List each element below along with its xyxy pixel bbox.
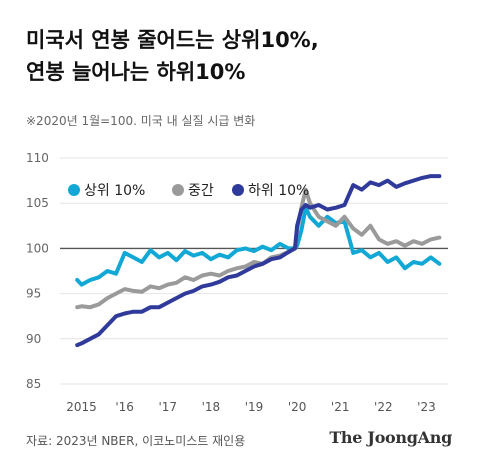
title-line-2: 연봉 늘어나는 하위10% [26, 60, 246, 84]
x-tick-label: 2015 [66, 400, 97, 414]
legend-marker-1 [68, 184, 80, 196]
legend-marker-3 [232, 184, 244, 196]
legend-label-1: 상위 10% [84, 183, 145, 199]
y-tick-label: 85 [26, 377, 41, 391]
x-tick-label: '23 [417, 400, 436, 414]
title-line-1: 미국서 연봉 줄어드는 상위10%, [26, 28, 319, 52]
x-tick-label: '21 [331, 400, 350, 414]
x-tick-label: '20 [288, 400, 307, 414]
x-tick-label: '18 [202, 400, 221, 414]
x-tick-label: '16 [115, 400, 134, 414]
legend-marker-2 [172, 184, 184, 196]
y-tick-label: 90 [26, 332, 41, 346]
brand-logo: The JoongAng [329, 428, 452, 447]
chart-title: 미국서 연봉 줄어드는 상위10%, 연봉 늘어나는 하위10% [26, 24, 466, 88]
chart-subtitle: ※2020년 1월=100. 미국 내 실질 시급 변화 [26, 114, 256, 128]
legend-label-2: 중간 [188, 183, 214, 199]
y-tick-label: 95 [26, 287, 41, 301]
legend-label-3: 하위 10% [248, 183, 309, 199]
series-line-3 [75, 174, 442, 348]
y-tick-label: 110 [26, 151, 49, 165]
x-tick-label: '17 [158, 400, 177, 414]
tick-layer: 85 90 95 100 105 110 2015 '16 '17 '18 '19 '20 '21 '22… [26, 151, 436, 414]
series-layer [75, 174, 442, 348]
legend-layer: 상위 10% 중간 하위 10% [68, 183, 309, 199]
source-note: 자료: 2023년 NBER, 이코노미스트 재인용 [26, 434, 246, 448]
y-tick-label: 105 [26, 196, 49, 210]
x-tick-label: '19 [245, 400, 264, 414]
series-line-1 [75, 205, 442, 287]
grid-layer [60, 157, 448, 385]
y-tick-label: 100 [26, 241, 49, 255]
x-tick-label: '22 [374, 400, 393, 414]
